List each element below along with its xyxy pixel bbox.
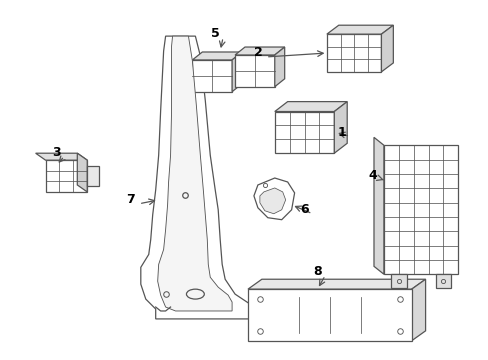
Bar bbox=[326, 34, 381, 72]
Polygon shape bbox=[247, 279, 425, 289]
Bar bbox=[192, 60, 232, 92]
Polygon shape bbox=[192, 52, 242, 60]
Text: 2: 2 bbox=[253, 46, 262, 59]
Bar bbox=[435, 274, 450, 288]
Polygon shape bbox=[334, 102, 346, 153]
Text: 6: 6 bbox=[300, 203, 308, 216]
Bar bbox=[383, 145, 457, 274]
Text: 3: 3 bbox=[52, 146, 61, 159]
Polygon shape bbox=[326, 25, 392, 34]
Bar bbox=[87, 166, 99, 186]
Bar bbox=[45, 160, 87, 192]
Polygon shape bbox=[253, 178, 294, 220]
Polygon shape bbox=[381, 25, 392, 72]
Polygon shape bbox=[157, 36, 232, 311]
Polygon shape bbox=[77, 153, 87, 192]
Text: 1: 1 bbox=[337, 126, 346, 139]
Text: 8: 8 bbox=[312, 265, 321, 278]
Text: 4: 4 bbox=[368, 168, 377, 181]
Polygon shape bbox=[235, 47, 284, 55]
Bar bbox=[390, 274, 406, 288]
Polygon shape bbox=[373, 137, 383, 274]
Bar bbox=[247, 289, 411, 341]
Polygon shape bbox=[274, 47, 284, 87]
Polygon shape bbox=[411, 279, 425, 341]
Bar bbox=[235, 55, 274, 87]
Text: 5: 5 bbox=[210, 27, 219, 40]
Polygon shape bbox=[274, 102, 346, 112]
Polygon shape bbox=[36, 153, 87, 160]
Text: 7: 7 bbox=[126, 193, 135, 206]
Bar bbox=[274, 112, 334, 153]
Polygon shape bbox=[259, 188, 285, 214]
Polygon shape bbox=[141, 36, 254, 319]
Polygon shape bbox=[232, 52, 242, 92]
